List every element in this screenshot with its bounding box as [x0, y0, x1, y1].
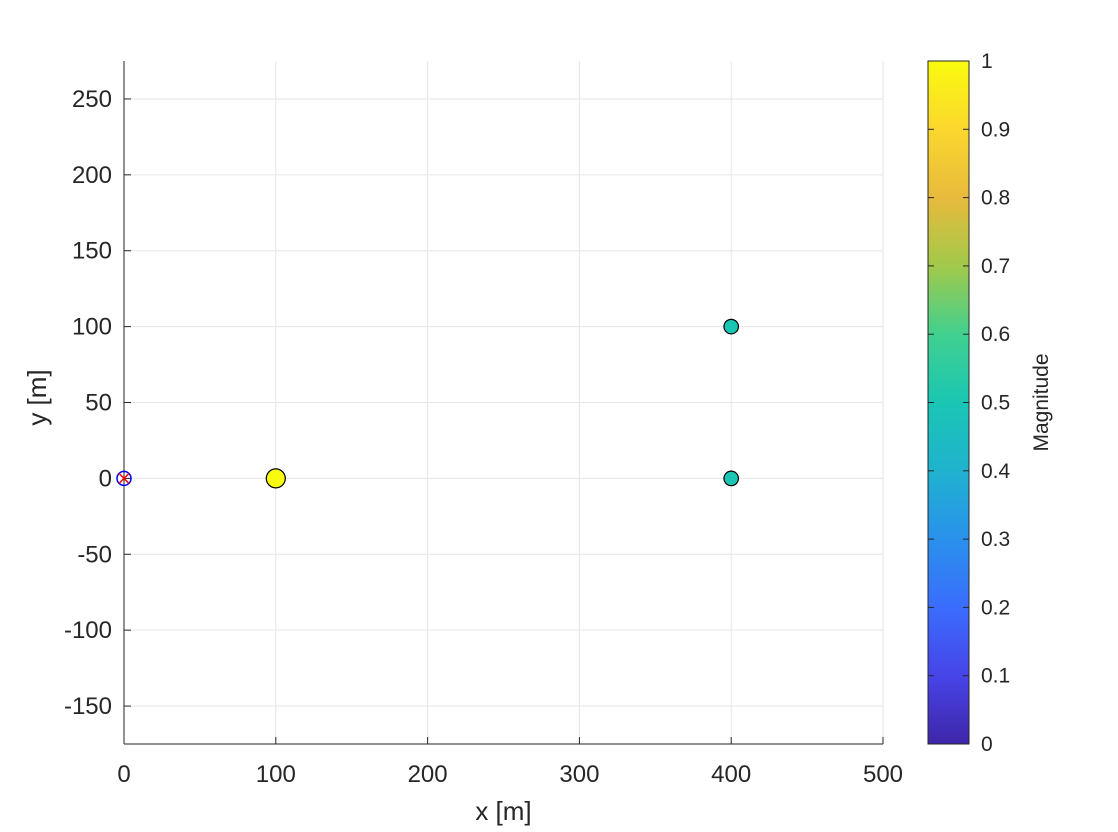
x-tick-label: 100 — [256, 761, 296, 788]
y-tick-label: 150 — [72, 238, 112, 265]
x-tick-label: 300 — [559, 761, 599, 788]
colorbar-tick-label: 0.7 — [981, 255, 1010, 278]
y-tick-label: 250 — [72, 86, 112, 113]
x-tick-label: 400 — [711, 761, 751, 788]
x-tick-label: 0 — [117, 761, 130, 788]
data-points — [116, 318, 740, 489]
x-tick-label: 200 — [408, 761, 448, 788]
x-tick-label: 500 — [863, 761, 903, 788]
colorbar-tick-label: 0.6 — [981, 323, 1010, 346]
y-tick-label: -50 — [77, 541, 112, 568]
y-tick-label: 100 — [72, 314, 112, 341]
colorbar-tick-label: 0.5 — [981, 392, 1010, 415]
tick-labels: 0 100 200 300 400 500 -150 -100 -50 0 50 100 150 200 2… — [64, 86, 903, 788]
origin-circle-marker — [116, 470, 132, 487]
colorbar-gradient — [928, 61, 969, 744]
colorbar-tick-label: 0.8 — [981, 187, 1010, 210]
colorbar-tick-label: 0.9 — [981, 118, 1010, 141]
colorbar-tick-label: 0.3 — [981, 528, 1010, 551]
data-point — [265, 468, 286, 489]
colorbar-tick-label: 0.1 — [981, 665, 1010, 688]
colorbar-label: Magnitude — [1030, 353, 1053, 451]
colorbar-tick-label: 0 — [981, 733, 993, 756]
colorbar-tick-label: 0.4 — [981, 460, 1011, 483]
y-axis-label: y [m] — [22, 369, 52, 425]
origin-x-stroke — [118, 472, 130, 484]
data-point — [723, 470, 740, 487]
origin-x-marker — [118, 472, 130, 484]
y-tick-label: 0 — [99, 465, 112, 492]
grid — [123, 61, 884, 744]
colorbar-tick-label: 0.2 — [981, 596, 1010, 619]
colorbar-tick-label: 1 — [981, 50, 993, 73]
colorbar: 0 0.1 0.2 0.3 0.4 0.5 0.6 0.7 0.8 0.9 1 — [927, 50, 1011, 756]
x-axis-label: x [m] — [475, 796, 531, 826]
y-tick-label: -100 — [64, 617, 112, 644]
y-tick-label: -150 — [64, 693, 112, 720]
y-tick-label: 200 — [72, 162, 112, 189]
y-tick-label: 50 — [85, 390, 112, 417]
data-point — [723, 318, 740, 335]
